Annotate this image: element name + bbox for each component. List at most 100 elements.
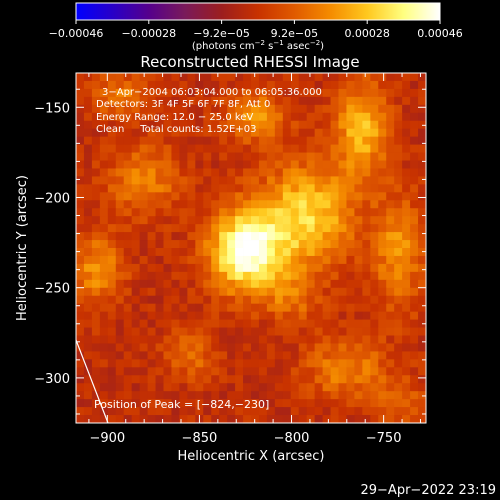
heatmap-cell bbox=[346, 96, 355, 106]
heatmap-cell bbox=[410, 80, 419, 90]
heatmap-cell bbox=[282, 399, 292, 408]
heatmap-cell bbox=[227, 311, 236, 320]
heatmap-cell bbox=[322, 271, 331, 281]
heatmap-cell bbox=[402, 144, 411, 153]
heatmap-cell bbox=[306, 144, 316, 153]
heatmap-cell bbox=[298, 399, 308, 408]
heatmap-cell bbox=[330, 184, 339, 193]
heatmap-cell bbox=[115, 176, 125, 185]
heatmap-cell bbox=[139, 73, 148, 82]
heatmap-cell bbox=[123, 248, 133, 257]
heatmap-cell bbox=[378, 88, 387, 98]
heatmap-cell bbox=[330, 407, 339, 416]
heatmap-cell bbox=[346, 407, 355, 416]
heatmap-cell bbox=[99, 216, 109, 225]
heatmap-cell bbox=[418, 303, 426, 313]
heatmap-cell bbox=[330, 224, 339, 233]
heatmap-cell bbox=[123, 399, 133, 408]
heatmap-cell bbox=[123, 391, 133, 400]
heatmap-cell bbox=[171, 112, 180, 122]
heatmap-cell bbox=[211, 383, 220, 392]
heatmap-cell bbox=[76, 144, 85, 153]
heatmap-cell bbox=[362, 240, 371, 249]
heatmap-cell bbox=[410, 367, 419, 376]
heatmap-cell bbox=[346, 343, 355, 352]
heatmap-cell bbox=[282, 279, 292, 289]
heatmap-cell bbox=[179, 383, 188, 392]
heatmap-cell bbox=[211, 343, 220, 352]
heatmap-cell bbox=[123, 152, 133, 161]
heatmap-cell bbox=[187, 327, 196, 336]
heatmap-cell bbox=[290, 80, 300, 90]
heatmap-cell bbox=[155, 391, 164, 400]
heatmap-cell bbox=[187, 160, 196, 169]
heatmap-cell bbox=[274, 128, 284, 138]
heatmap-cell bbox=[266, 216, 276, 225]
heatmap-cell bbox=[266, 184, 276, 193]
heatmap-cell bbox=[91, 367, 101, 376]
heatmap-cell bbox=[123, 80, 133, 90]
heatmap-cell bbox=[147, 415, 156, 423]
heatmap-cell bbox=[211, 311, 220, 320]
heatmap-cell bbox=[370, 271, 379, 281]
heatmap-cell bbox=[322, 375, 331, 384]
heatmap-cell bbox=[219, 343, 228, 352]
heatmap-cell bbox=[322, 327, 331, 336]
heatmap-cell bbox=[338, 224, 347, 233]
heatmap-cell bbox=[155, 192, 164, 201]
heatmap-cell bbox=[282, 96, 292, 106]
heatmap-cell bbox=[258, 168, 268, 177]
heatmap-cell bbox=[282, 271, 292, 281]
heatmap-cell bbox=[235, 224, 244, 233]
heatmap-cell bbox=[402, 184, 411, 193]
heatmap-cell bbox=[203, 112, 212, 122]
heatmap-cell bbox=[346, 168, 355, 177]
heatmap-cell bbox=[402, 263, 411, 273]
heatmap-cell bbox=[155, 168, 164, 177]
heatmap-cell bbox=[378, 216, 387, 225]
heatmap-cell bbox=[147, 295, 156, 305]
heatmap-cell bbox=[266, 152, 276, 161]
heatmap-cell bbox=[91, 200, 101, 209]
heatmap-cell bbox=[386, 176, 395, 185]
heatmap-cell bbox=[394, 311, 403, 320]
heatmap-cell bbox=[187, 120, 196, 130]
heatmap-cell bbox=[370, 232, 379, 241]
heatmap-cell bbox=[378, 359, 387, 368]
heatmap-cell bbox=[179, 327, 188, 336]
heatmap-cell bbox=[314, 216, 323, 225]
heatmap-cell bbox=[243, 224, 252, 233]
heatmap-cell bbox=[330, 152, 339, 161]
heatmap-cell bbox=[314, 152, 323, 161]
heatmap-cell bbox=[338, 383, 347, 392]
heatmap-cell bbox=[211, 224, 220, 233]
heatmap-cell bbox=[83, 248, 93, 257]
heatmap-cell bbox=[211, 295, 220, 305]
heatmap-cell bbox=[370, 160, 379, 169]
heatmap-cell bbox=[290, 96, 300, 106]
heatmap-cell bbox=[179, 216, 188, 225]
heatmap-cell bbox=[99, 136, 109, 145]
heatmap-cell bbox=[258, 73, 268, 82]
heatmap-cell bbox=[131, 104, 141, 114]
heatmap-cell bbox=[107, 248, 117, 257]
heatmap-cell bbox=[266, 335, 276, 344]
heatmap-cell bbox=[139, 391, 148, 400]
heatmap-cell bbox=[290, 319, 300, 328]
heatmap-image bbox=[76, 73, 426, 423]
heatmap-cell bbox=[83, 152, 93, 161]
heatmap-cell bbox=[330, 176, 339, 185]
heatmap-cell bbox=[76, 112, 85, 122]
heatmap-cell bbox=[338, 359, 347, 368]
heatmap-cell bbox=[219, 303, 228, 313]
heatmap-cell bbox=[386, 255, 395, 265]
heatmap-cell bbox=[266, 367, 276, 376]
heatmap-cell bbox=[346, 200, 355, 209]
heatmap-cell bbox=[187, 144, 196, 153]
heatmap-cell bbox=[322, 152, 331, 161]
heatmap-cell bbox=[322, 367, 331, 376]
heatmap-cell bbox=[235, 391, 244, 400]
heatmap-cell bbox=[139, 367, 148, 376]
heatmap-cell bbox=[139, 311, 148, 320]
heatmap-cell bbox=[115, 73, 125, 82]
